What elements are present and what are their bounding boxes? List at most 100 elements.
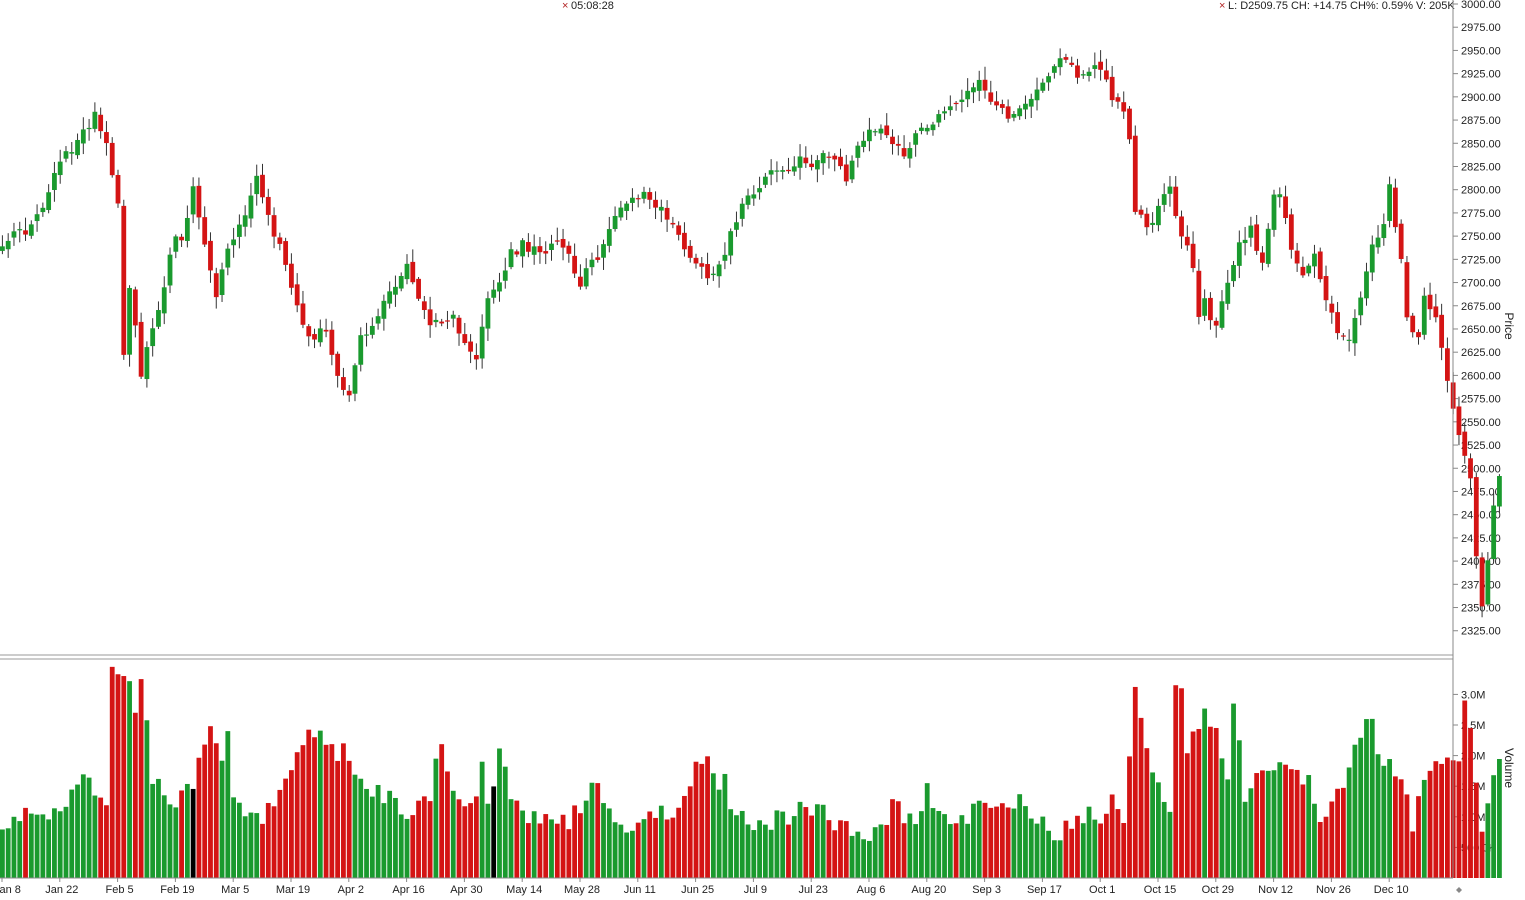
volume-bar (635, 822, 641, 878)
volume-bar (317, 730, 323, 878)
candle-down (953, 102, 959, 105)
time-tick-label: Apr 30 (450, 884, 482, 896)
corner-handle-icon[interactable] (1456, 887, 1462, 893)
volume-bar (612, 822, 618, 878)
volume-bar (1080, 823, 1086, 878)
candle-up (80, 129, 86, 144)
volume-bar (1196, 728, 1202, 878)
volume-bar (323, 744, 329, 878)
price-tick-label: 2550.00 (1461, 417, 1501, 429)
volume-bar (1456, 761, 1462, 878)
candle-up (450, 314, 456, 319)
candle-down (1254, 224, 1260, 251)
candle-up (768, 170, 774, 175)
volume-bar (1265, 770, 1271, 878)
price-tick-label: 2425.00 (1461, 533, 1501, 545)
volume-bar (762, 824, 768, 878)
volume-bar (907, 813, 913, 878)
volume-bar (803, 807, 809, 878)
volume-bar (1034, 823, 1040, 878)
volume-axis-label: Volume (1502, 748, 1516, 788)
volume-bar (976, 800, 982, 878)
volume-bar (196, 757, 202, 878)
volume-bar (225, 731, 231, 878)
volume-bar (1277, 762, 1283, 878)
candle-up (17, 229, 23, 231)
volume-bar (890, 799, 895, 878)
candle-down (843, 164, 849, 182)
price-tick-label: 2950.00 (1461, 45, 1501, 57)
volume-bar (421, 796, 427, 878)
volume-bar (109, 666, 115, 878)
candle-down (595, 257, 601, 260)
candle-up (1497, 476, 1502, 507)
candle-up (1225, 282, 1231, 304)
candle-up (624, 203, 630, 211)
price-tick-label: 2800.00 (1461, 185, 1501, 197)
volume-bar (578, 813, 583, 878)
volume-bar (86, 777, 92, 878)
volume-bar (797, 801, 803, 878)
candle-down (1456, 406, 1462, 436)
candle-up (369, 325, 375, 335)
candle-up (930, 124, 936, 131)
volume-bar (699, 763, 705, 878)
candle-up (1491, 505, 1497, 560)
time-tick-label: Apr 16 (392, 884, 424, 896)
candle-up (173, 236, 179, 252)
volume-bar (924, 783, 930, 878)
candle-down (132, 289, 138, 326)
candle-up (1358, 297, 1364, 316)
candle-down (202, 217, 208, 245)
volume-bar (739, 810, 745, 878)
volume-bar (1213, 727, 1219, 878)
candle-up (716, 264, 722, 277)
volume-bar (283, 778, 289, 878)
volume-bar (17, 821, 23, 878)
candle-down (1427, 294, 1433, 310)
volume-bar (809, 815, 814, 878)
volume-tick-label: 3.0M (1461, 689, 1485, 701)
candle-down (809, 163, 814, 168)
candle-up (1369, 244, 1375, 273)
candle-up (531, 246, 537, 255)
volume-bar (63, 806, 69, 878)
candle-down (1392, 187, 1398, 228)
candle-down (1398, 223, 1404, 259)
volume-bar (75, 784, 80, 878)
candle-down (1433, 306, 1439, 318)
volume-bar (768, 829, 774, 878)
candle-down (335, 353, 341, 376)
volume-bar (572, 805, 578, 878)
candle-down (213, 273, 219, 298)
candle-down (109, 142, 115, 176)
candle-down (1075, 65, 1080, 78)
candle-up (1242, 239, 1248, 244)
candle-up (1017, 108, 1023, 117)
volume-bar (1421, 779, 1427, 878)
candle-down (104, 132, 109, 144)
volume-bar (138, 679, 144, 878)
volume-bar (5, 828, 11, 878)
candle-up (485, 298, 491, 329)
candle-up (722, 254, 728, 261)
volume-bar (508, 799, 514, 878)
volume-bar (1462, 700, 1468, 878)
candle-down (832, 155, 838, 160)
volume-bar (156, 778, 161, 878)
time-axis[interactable]: Jan 8 Jan 22 Feb 5 Feb 19 Mar 5 Mar 19 Apr 2 Ap… (0, 878, 1409, 896)
volume-bar (1161, 801, 1167, 878)
volume-bar (734, 815, 739, 878)
candle-up (52, 172, 57, 190)
candle-up (242, 215, 248, 227)
volume-bar (1051, 840, 1057, 878)
candle-up (508, 249, 514, 268)
volume-bar (687, 786, 693, 878)
volume-bar (1046, 830, 1051, 878)
volume-bar (1225, 779, 1231, 878)
candle-up (549, 243, 554, 250)
candle-up (907, 148, 913, 159)
candle-up (69, 152, 75, 154)
time-tick-label: Oct 15 (1144, 884, 1176, 896)
